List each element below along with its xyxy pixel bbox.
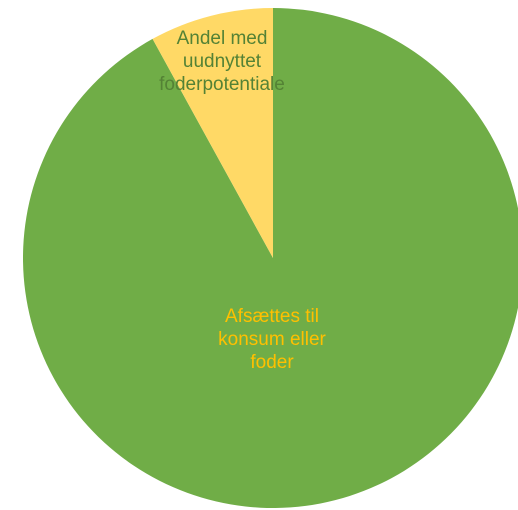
slice-label-line: Afsættes til xyxy=(225,306,319,327)
slice-label-line: konsum eller xyxy=(218,329,326,350)
slice-label-line: foder xyxy=(250,352,294,373)
slice-label-1: Andel med uudnyttet foderpotentiale xyxy=(159,28,285,95)
pie-slice-1 xyxy=(152,8,273,258)
slice-label-line: uudnyttet xyxy=(183,51,262,72)
pie-slices xyxy=(23,8,518,508)
slice-label-line: foderpotentiale xyxy=(159,74,285,95)
pie-labels: Afsættes til konsum eller foder Andel med uu… xyxy=(159,28,326,373)
pie-slice-0 xyxy=(23,8,518,508)
slice-label-0: Afsættes til konsum eller foder xyxy=(218,306,326,373)
slice-label-line: Andel med xyxy=(177,28,268,49)
